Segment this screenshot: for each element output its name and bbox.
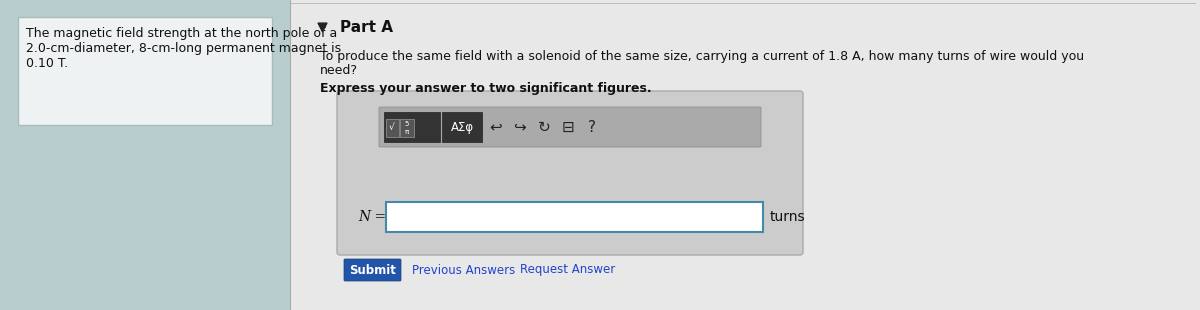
Bar bbox=[290, 0, 1200, 310]
FancyBboxPatch shape bbox=[379, 107, 761, 147]
Text: ↻: ↻ bbox=[538, 119, 551, 135]
Text: turns: turns bbox=[770, 210, 805, 224]
FancyBboxPatch shape bbox=[400, 119, 414, 137]
FancyBboxPatch shape bbox=[384, 112, 440, 142]
Text: 5
π: 5 π bbox=[404, 122, 409, 135]
FancyBboxPatch shape bbox=[337, 91, 803, 255]
Text: ↪: ↪ bbox=[514, 119, 527, 135]
Text: 2.0-cm-diameter, 8-cm-long permanent magnet is: 2.0-cm-diameter, 8-cm-long permanent mag… bbox=[26, 42, 341, 55]
Text: N =: N = bbox=[358, 210, 386, 224]
Text: Previous Answers: Previous Answers bbox=[412, 264, 515, 277]
Text: √: √ bbox=[389, 122, 395, 131]
Text: To produce the same field with a solenoid of the same size, carrying a current o: To produce the same field with a solenoi… bbox=[320, 50, 1084, 63]
Text: Submit: Submit bbox=[349, 264, 396, 277]
Text: 0.10 T.: 0.10 T. bbox=[26, 57, 68, 70]
FancyBboxPatch shape bbox=[386, 119, 398, 137]
Text: need?: need? bbox=[320, 64, 358, 77]
Text: ↩: ↩ bbox=[490, 119, 503, 135]
Text: ΑΣφ: ΑΣφ bbox=[450, 121, 474, 134]
Text: The magnetic field strength at the north pole of a: The magnetic field strength at the north… bbox=[26, 27, 337, 40]
Text: Express your answer to two significant figures.: Express your answer to two significant f… bbox=[320, 82, 652, 95]
Text: ⊟: ⊟ bbox=[562, 119, 575, 135]
Point bbox=[312, 24, 331, 29]
Text: ?: ? bbox=[588, 119, 596, 135]
Text: Request Answer: Request Answer bbox=[520, 264, 616, 277]
FancyBboxPatch shape bbox=[344, 259, 401, 281]
FancyBboxPatch shape bbox=[386, 202, 763, 232]
Text: Part A: Part A bbox=[340, 20, 394, 34]
FancyBboxPatch shape bbox=[442, 112, 482, 142]
FancyBboxPatch shape bbox=[18, 17, 272, 125]
